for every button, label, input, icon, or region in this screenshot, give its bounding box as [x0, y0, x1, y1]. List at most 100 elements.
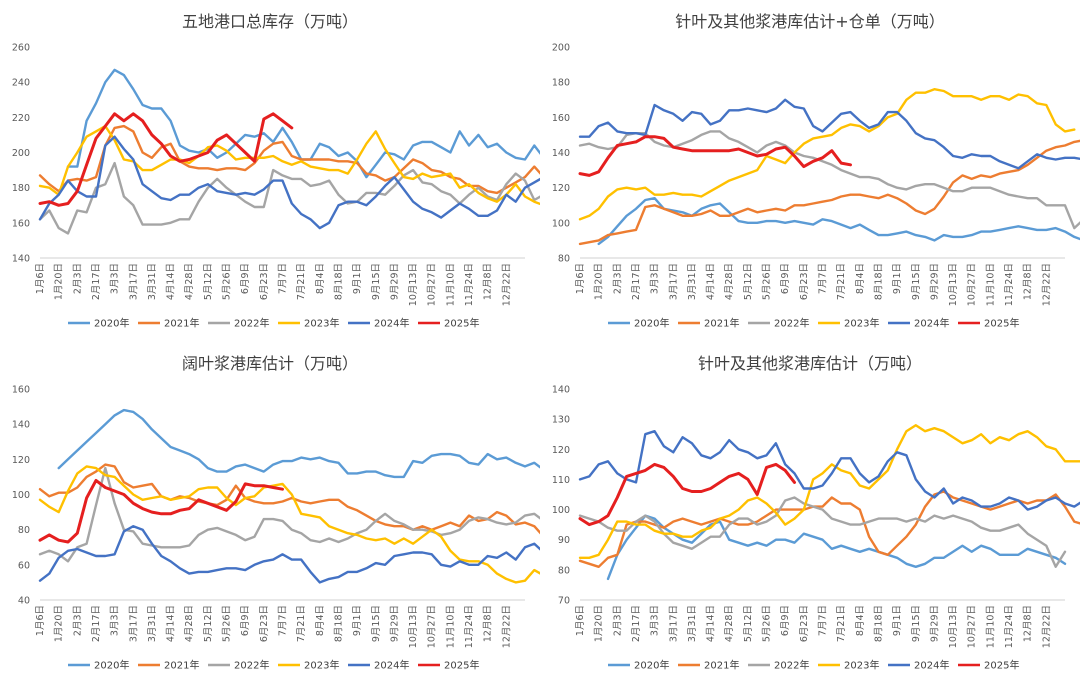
x-tick-label: 3月31日 [147, 605, 158, 642]
series-line-2022年 [578, 496, 1067, 568]
x-tick-label: 3月31日 [687, 263, 698, 300]
x-tick-label: 3月31日 [147, 263, 158, 300]
legend-label: 2020年 [634, 317, 669, 330]
chart-title: 针叶及其他浆港库估计+仓单（万吨） [675, 12, 944, 31]
y-tick-label: 140 [552, 385, 570, 396]
x-tick-label: 3月3日 [110, 263, 121, 294]
x-tick-label: 2月17日 [631, 263, 642, 300]
x-tick-label: 3月17日 [668, 605, 679, 642]
y-tick-label: 140 [552, 148, 570, 159]
chart-total-port-inventory: 五地港口总库存（万吨） 140 160 180 200 220 240 260 1月6日 1月20… [12, 12, 540, 330]
y-tick-label: 60 [18, 560, 30, 571]
x-tick-label: 9月15日 [371, 605, 382, 642]
legend-label: 2023年 [844, 659, 879, 672]
x-tick-label: 2月3日 [72, 263, 83, 294]
y-tick-label: 160 [552, 113, 570, 124]
legend-label: 2021年 [164, 317, 199, 330]
x-tick-label: 11月10日 [445, 263, 456, 306]
x-tick-label: 9月29日 [929, 263, 940, 300]
x-tick-label: 8月18日 [873, 605, 884, 642]
x-tick-label: 6月9日 [780, 605, 791, 636]
legend-label: 2020年 [94, 659, 129, 672]
x-tick-label: 9月1日 [352, 263, 363, 294]
y-tick-label: 70 [558, 596, 570, 607]
x-tick-label: 5月12日 [743, 605, 754, 642]
series-line-2025年 [578, 135, 852, 177]
x-tick-label: 10月27日 [427, 605, 438, 648]
x-tick-label: 8月4日 [855, 263, 866, 294]
x-tick-label: 3月3日 [650, 605, 661, 636]
x-tick-label: 9月1日 [352, 605, 363, 636]
legend-label: 2023年 [304, 659, 339, 672]
series-line-2025年 [578, 462, 796, 527]
x-tick-label: 12月22日 [501, 263, 512, 306]
x-tick-label: 1月6日 [35, 605, 46, 636]
chart-panel-3: 阔叶浆港库估计（万吨） 40 60 80 100 120 140 160 1月6日 1月20日 2月… [0, 341, 540, 683]
y-tick-label: 100 [552, 505, 570, 516]
x-tick-label: 4月28日 [724, 605, 735, 642]
series-line-2024年 [38, 525, 540, 584]
y-tick-label: 120 [12, 455, 30, 466]
series-line-2021年 [578, 139, 1080, 246]
legend-label: 2025年 [444, 317, 479, 330]
x-tick-label: 10月27日 [967, 605, 978, 648]
y-tick-label: 180 [552, 78, 570, 89]
x-tick-label: 9月15日 [371, 263, 382, 300]
chart-panel-2: 针叶及其他浆港库估计+仓单（万吨） 80 100 120 140 160 180 200 1月6… [540, 0, 1080, 341]
x-tick-label: 10月13日 [948, 263, 959, 306]
x-tick-label: 1月6日 [575, 605, 586, 636]
series-line-2022年 [38, 466, 540, 563]
x-tick-label: 7月21日 [296, 263, 307, 300]
x-tick-label: 10月13日 [408, 263, 419, 306]
x-tick-label: 5月26日 [762, 605, 773, 642]
series-line-2024年 [578, 98, 1080, 170]
x-tick-label: 4月28日 [724, 263, 735, 300]
chart-panel-4: 针叶及其他浆港库估计（万吨） 70 80 90 100 110 120 130 140 1月6日 1… [540, 341, 1080, 683]
x-tick-label: 10月13日 [948, 605, 959, 648]
x-tick-label: 6月23日 [259, 263, 270, 300]
y-tick-label: 240 [12, 78, 30, 89]
y-tick-label: 110 [552, 475, 570, 486]
y-tick-label: 200 [552, 43, 570, 54]
x-tick-label: 8月4日 [315, 263, 326, 294]
y-tick-label: 140 [12, 254, 30, 265]
chart-softwood-inventory: 针叶及其他浆港库估计（万吨） 70 80 90 100 110 120 130 140 1月6日 1… [552, 354, 1080, 672]
legend-label: 2021年 [704, 317, 739, 330]
x-tick-label: 11月24日 [464, 605, 475, 648]
legend-label: 2021年 [704, 659, 739, 672]
x-tick-label: 8月18日 [333, 605, 344, 642]
x-tick-label: 9月29日 [929, 605, 940, 642]
x-tick-label: 12月8日 [1023, 263, 1034, 300]
y-tick-label: 160 [12, 385, 30, 396]
series-line-2022年 [38, 161, 540, 235]
y-tick-label: 120 [552, 445, 570, 456]
series-line-2020年 [57, 408, 540, 479]
x-tick-label: 3月31日 [687, 605, 698, 642]
x-tick-label: 4月14日 [706, 605, 717, 642]
legend-label: 2024年 [914, 659, 949, 672]
x-tick-label: 7月7日 [818, 263, 829, 294]
y-tick-label: 40 [18, 596, 30, 607]
x-tick-label: 1月20日 [54, 263, 65, 300]
series-line-2022年 [578, 130, 1080, 230]
x-tick-label: 11月24日 [464, 263, 475, 306]
x-tick-label: 3月17日 [128, 263, 139, 300]
legend-label: 2024年 [374, 659, 409, 672]
series-line-2020年 [66, 68, 540, 179]
x-tick-label: 12月22日 [501, 605, 512, 648]
x-tick-label: 2月17日 [631, 605, 642, 642]
x-tick-label: 5月12日 [203, 263, 214, 300]
x-tick-label: 1月20日 [594, 605, 605, 642]
x-tick-label: 3月3日 [650, 263, 661, 294]
legend-label: 2025年 [984, 659, 1019, 672]
x-tick-label: 12月22日 [1041, 605, 1052, 648]
chart-title: 五地港口总库存（万吨） [182, 12, 358, 31]
x-tick-label: 5月26日 [762, 263, 773, 300]
series-line-2023年 [578, 88, 1076, 221]
x-tick-label: 3月17日 [668, 263, 679, 300]
x-tick-label: 7月7日 [278, 263, 289, 294]
x-tick-label: 6月23日 [259, 605, 270, 642]
x-tick-label: 9月1日 [892, 263, 903, 294]
series-line-2023年 [38, 465, 540, 584]
x-tick-label: 1月20日 [54, 605, 65, 642]
